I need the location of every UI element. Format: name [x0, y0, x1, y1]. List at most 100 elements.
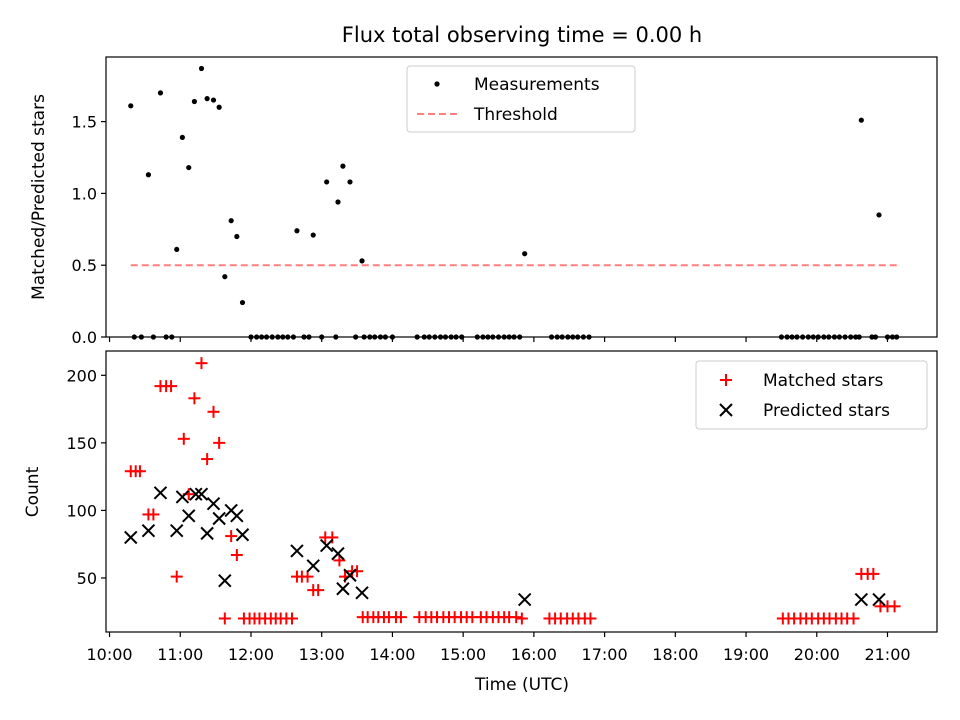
predicted-stars-point — [319, 538, 334, 553]
predicted-stars-point — [206, 496, 221, 511]
matched-stars-point — [188, 392, 201, 405]
matched-stars-point — [170, 570, 183, 583]
x-axis-label: Time (UTC) — [474, 675, 569, 695]
matched-stars-point — [286, 612, 299, 625]
y-tick-label: 100 — [66, 501, 97, 520]
predicted-stars-point — [331, 546, 345, 561]
matched-stars-point — [847, 612, 860, 625]
top-y-ticks: 0.0 0.5 1.0 1.5 — [72, 113, 106, 347]
y-tick-label: 150 — [66, 434, 97, 453]
predicted-stars-point — [153, 486, 168, 500]
measurements-point — [191, 98, 198, 105]
top-y-axis-label: Matched/Predicted stars — [29, 94, 49, 300]
y-tick-label: 1.0 — [72, 184, 97, 203]
matched-stars-point — [165, 380, 178, 393]
y-tick-label: 1.5 — [72, 113, 97, 132]
measurements-point — [522, 251, 528, 257]
predicted-stars-point — [212, 511, 226, 526]
predicted-stars-point — [189, 487, 203, 501]
measurements-point — [294, 228, 300, 234]
predicted-stars-point — [141, 523, 156, 538]
matched-stars-point — [177, 432, 190, 445]
bottom-y-axis-label: Count — [23, 466, 43, 517]
y-tick-label: 0.5 — [72, 256, 97, 275]
predicted-stars-point — [124, 530, 138, 545]
matched-stars-point — [510, 611, 523, 624]
x-tick-label: 13:00 — [299, 645, 345, 664]
predicted-stars-point — [182, 509, 196, 523]
predicted-stars-point — [218, 573, 232, 588]
x-tick-label: 11:00 — [157, 645, 203, 664]
measurements-point — [145, 172, 152, 178]
bottom-y-ticks: 50 100 150 200 — [66, 366, 106, 588]
bottom-legend-box — [695, 360, 928, 430]
measurements-point — [128, 103, 134, 109]
y-tick-label: 0.0 — [72, 328, 97, 347]
y-tick-label: 200 — [66, 366, 97, 385]
measurements-point — [222, 274, 228, 280]
measurements-point — [186, 164, 192, 171]
bottom-legend: Matched stars Predicted stars — [695, 360, 928, 430]
legend-matched-label: Matched stars — [763, 371, 883, 391]
matched-stars-point — [584, 612, 597, 625]
legend-threshold-label: Threshold — [473, 105, 558, 125]
matched-stars-point — [326, 531, 339, 544]
measurements-point — [335, 199, 341, 205]
matched-stars-point — [312, 584, 325, 597]
matched-stars-point — [301, 570, 314, 583]
predicted-stars-point — [517, 592, 532, 607]
bottom-x-ticks: 10:00 11:00 12:00 13:00 14:00 15:00 16:00 17:00… — [86, 632, 911, 664]
measurements-point — [858, 117, 864, 123]
matched-stars-point — [133, 465, 146, 478]
measurements-point — [157, 90, 164, 96]
predicted-stars-point — [200, 526, 214, 541]
measurements-point — [234, 233, 240, 240]
measurements-point — [324, 179, 330, 185]
legend-predicted-marker — [719, 403, 733, 417]
x-tick-label: 17:00 — [582, 645, 628, 664]
legend-measurements-label: Measurements — [474, 75, 600, 95]
top-x-ticks — [108, 337, 889, 342]
x-tick-label: 19:00 — [723, 645, 769, 664]
measurements-point — [210, 97, 217, 103]
matched-stars-point — [213, 436, 226, 449]
measurements-point — [340, 163, 346, 169]
predicted-stars-point — [854, 592, 869, 607]
matched-stars-point — [867, 567, 880, 580]
matched-stars-point — [147, 508, 160, 521]
predicted-stars-point — [872, 592, 886, 607]
measurements-point — [216, 104, 222, 110]
measurements-point — [174, 246, 180, 253]
chart-title: Flux total observing time = 0.00 h — [342, 23, 702, 47]
measurements-point — [179, 134, 185, 141]
predicted-stars-point — [175, 490, 190, 504]
x-tick-label: 16:00 — [511, 645, 557, 664]
predicted-stars-point — [343, 568, 357, 582]
measurements-point — [359, 258, 365, 264]
matched-stars-point — [230, 548, 243, 561]
predicted-stars-point — [230, 509, 244, 523]
bottom-panel: 50 100 150 200 10:00 11:00 12:00 13:00 14:00 15:… — [23, 350, 938, 695]
predicted-stars-point — [235, 528, 250, 542]
predicted-stars-point — [290, 544, 304, 558]
x-tick-label: 20:00 — [794, 645, 840, 664]
legend-predicted-label: Predicted stars — [763, 401, 890, 421]
matched-stars-point — [394, 611, 407, 624]
predicted-stars-point — [170, 523, 184, 538]
matched-stars-point — [201, 453, 214, 466]
top-panel: 0.0 0.5 1.0 1.5 Matched/Predicted stars Mea… — [29, 56, 938, 347]
measurements-point — [876, 212, 882, 218]
predicted-stars-point — [306, 559, 320, 573]
measurements-point — [347, 179, 353, 185]
top-legend-box — [406, 65, 636, 133]
matched-stars-point — [515, 612, 528, 625]
legend-measurements-marker — [434, 81, 440, 87]
x-tick-label: 12:00 — [228, 645, 274, 664]
x-tick-label: 18:00 — [652, 645, 698, 664]
measurements-point — [204, 96, 210, 102]
matched-stars-point — [218, 612, 231, 625]
predicted-stars-point — [355, 586, 369, 600]
matched-stars-point — [207, 405, 220, 418]
matched-stars-point — [195, 357, 208, 370]
